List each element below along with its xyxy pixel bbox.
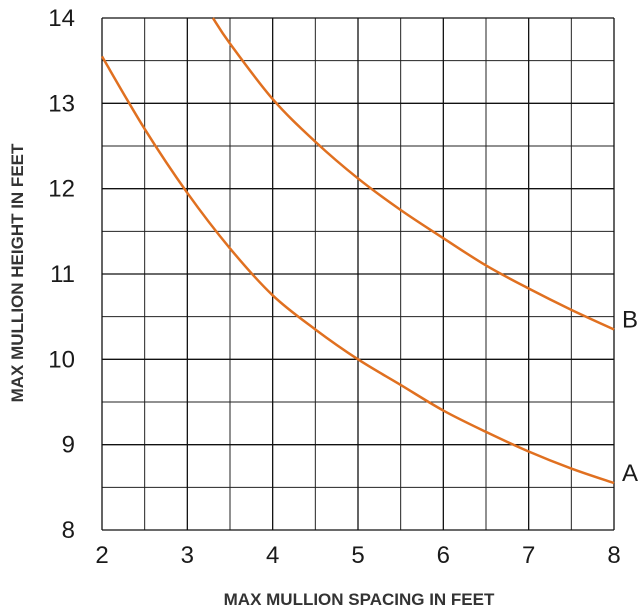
major-grid [101, 17, 615, 531]
series-label-a: A [622, 460, 638, 487]
x-axis-title: MAX MULLION SPACING IN FEET [224, 590, 495, 609]
series-label-b: B [622, 306, 638, 333]
y-tick-label: 13 [48, 90, 75, 117]
series-line-b [211, 17, 615, 331]
x-tick-label: 6 [437, 542, 450, 569]
x-tick-label: 2 [95, 542, 108, 569]
x-tick-label: 5 [351, 542, 364, 569]
y-tick-label: 14 [48, 5, 75, 32]
y-axis-title: MAX MULLION HEIGHT IN FEET [8, 143, 27, 402]
y-tick-label: 10 [48, 346, 75, 373]
x-tick-label: 4 [266, 542, 279, 569]
y-tick-label: 9 [62, 432, 75, 459]
y-tick-label: 11 [50, 261, 75, 288]
x-tick-label: 7 [522, 542, 535, 569]
series-layer: AB [100, 17, 638, 487]
tick-labels: 2 3 4 5 6 7 8 8 9 10 11 12 13 14 [48, 5, 620, 569]
y-tick-label: 12 [48, 176, 75, 203]
y-tick-label: 8 [62, 517, 75, 544]
x-tick-label: 3 [181, 542, 194, 569]
x-tick-label: 8 [607, 542, 620, 569]
series-line-a [100, 55, 615, 485]
